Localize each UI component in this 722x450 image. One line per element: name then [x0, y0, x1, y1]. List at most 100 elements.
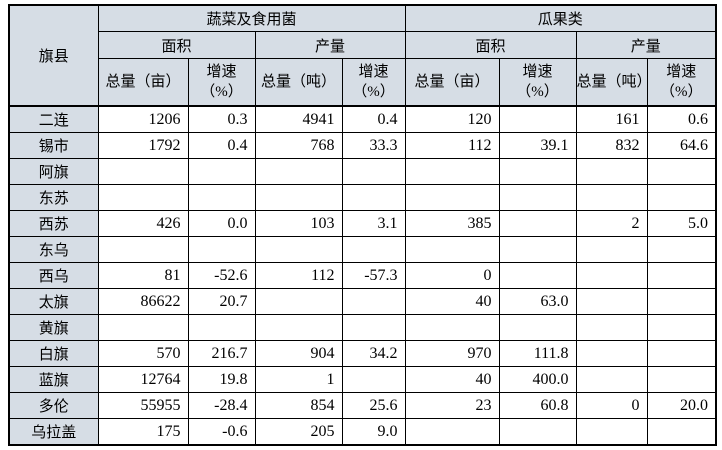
data-cell: 205	[254, 418, 343, 446]
data-cell: 39.1	[498, 132, 577, 159]
data-cell: 112	[254, 262, 343, 289]
data-cell: 0	[404, 262, 500, 289]
data-cell: 970	[404, 340, 500, 367]
data-cell: 40	[404, 366, 500, 393]
data-cell: 86622	[97, 288, 189, 315]
subgroup-veg-area: 面积	[97, 31, 256, 59]
data-cell: 0.6	[646, 105, 717, 133]
table-header: 旗县 蔬菜及食用菌 瓜果类 面积 产量 面积 产量 总量（亩） 增速 （%） 总…	[8, 4, 717, 107]
data-cell	[254, 236, 343, 263]
data-cell	[254, 314, 343, 341]
data-cell	[646, 340, 717, 367]
data-cell: 5.0	[646, 210, 717, 237]
data-cell	[187, 314, 256, 341]
data-cell: 161	[575, 105, 648, 133]
unit-header-fruit-prod-total: 总量（吨）	[575, 58, 648, 107]
table-row: 锡市 1792 0.4 768 33.3 112 39.1 832 64.6	[8, 132, 717, 159]
data-cell: 20.0	[646, 392, 717, 419]
data-cell: 0.3	[187, 105, 256, 133]
data-cell: 2	[575, 210, 648, 237]
group-header-fruits: 瓜果类	[404, 4, 717, 32]
data-cell: 1792	[97, 132, 189, 159]
data-cell	[575, 340, 648, 367]
table-row: 白旗 570 216.7 904 34.2 970 111.8	[8, 340, 717, 367]
data-cell: 768	[254, 132, 343, 159]
data-cell: 34.2	[341, 340, 406, 367]
data-cell: 20.7	[187, 288, 256, 315]
data-cell	[404, 184, 500, 211]
data-cell: 904	[254, 340, 343, 367]
crops-statistics-table: 旗县 蔬菜及食用菌 瓜果类 面积 产量 面积 产量 总量（亩） 增速 （%） 总…	[8, 4, 718, 446]
data-cell: 385	[404, 210, 500, 237]
data-cell: 0.0	[187, 210, 256, 237]
corner-header: 旗县	[8, 4, 99, 107]
data-cell	[187, 236, 256, 263]
data-cell: 0.4	[187, 132, 256, 159]
data-cell: 175	[97, 418, 189, 446]
data-cell: 33.3	[341, 132, 406, 159]
data-cell: 103	[254, 210, 343, 237]
data-cell	[498, 262, 577, 289]
group-header-vegetables: 蔬菜及食用菌	[97, 4, 406, 32]
data-cell	[97, 314, 189, 341]
data-cell	[646, 158, 717, 185]
data-cell	[646, 366, 717, 393]
data-cell: 23	[404, 392, 500, 419]
data-cell	[187, 184, 256, 211]
data-cell	[575, 158, 648, 185]
data-cell	[575, 262, 648, 289]
data-cell: 0	[575, 392, 648, 419]
data-cell: -0.6	[187, 418, 256, 446]
data-cell	[646, 314, 717, 341]
subgroup-veg-production: 产量	[254, 31, 406, 59]
table-row: 蓝旗 12764 19.8 1 40 400.0	[8, 366, 717, 393]
row-label: 太旗	[8, 288, 99, 315]
unit-header-veg-area-growth: 增速 （%）	[187, 58, 256, 107]
table-row: 西乌 81 -52.6 112 -57.3 0	[8, 262, 717, 289]
data-cell: 854	[254, 392, 343, 419]
data-cell: 81	[97, 262, 189, 289]
data-cell: 12764	[97, 366, 189, 393]
data-cell	[404, 314, 500, 341]
data-cell	[646, 288, 717, 315]
unit-header-fruit-prod-growth: 增速 （%）	[646, 58, 717, 107]
data-cell	[97, 184, 189, 211]
data-cell	[498, 105, 577, 133]
row-label: 阿旗	[8, 158, 99, 185]
data-cell	[575, 236, 648, 263]
data-cell: 4941	[254, 105, 343, 133]
data-cell	[575, 184, 648, 211]
data-cell	[341, 366, 406, 393]
row-label: 二连	[8, 105, 99, 133]
row-label: 锡市	[8, 132, 99, 159]
table-row: 多伦 55955 -28.4 854 25.6 23 60.8 0 20.0	[8, 392, 717, 419]
data-cell	[646, 184, 717, 211]
data-cell: 3.1	[341, 210, 406, 237]
table-row: 东苏	[8, 184, 717, 211]
data-cell	[341, 158, 406, 185]
data-cell: 111.8	[498, 340, 577, 367]
data-cell	[404, 236, 500, 263]
header-row-subgroups: 面积 产量 面积 产量	[9, 31, 717, 59]
data-cell	[254, 288, 343, 315]
row-label: 白旗	[8, 340, 99, 367]
row-label: 黄旗	[8, 314, 99, 341]
table-row: 太旗 86622 20.7 40 63.0	[8, 288, 717, 315]
data-cell: 112	[404, 132, 500, 159]
data-cell: 64.6	[646, 132, 717, 159]
data-cell	[341, 236, 406, 263]
table-row: 黄旗	[8, 314, 717, 341]
data-cell: 120	[404, 105, 500, 133]
data-cell: 55955	[97, 392, 189, 419]
data-cell: 60.8	[498, 392, 577, 419]
header-row-groups: 旗县 蔬菜及食用菌 瓜果类	[8, 4, 717, 107]
unit-header-veg-area-total: 总量（亩）	[97, 58, 189, 107]
data-cell: 426	[97, 210, 189, 237]
table-row: 西苏 426 0.0 103 3.1 385 2 5.0	[8, 210, 717, 237]
data-cell	[646, 236, 717, 263]
data-cell	[404, 418, 500, 446]
data-cell: 0.4	[341, 105, 406, 133]
data-cell: 832	[575, 132, 648, 159]
unit-header-veg-prod-total: 总量（吨）	[254, 58, 343, 107]
data-cell: 570	[97, 340, 189, 367]
